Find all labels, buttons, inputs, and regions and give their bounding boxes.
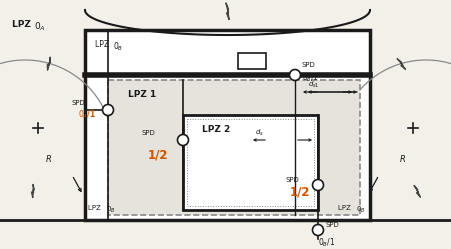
Circle shape (290, 69, 300, 80)
Text: 1/2: 1/2 (148, 148, 169, 161)
Circle shape (102, 105, 114, 116)
Text: $d_s$: $d_s$ (255, 128, 264, 138)
Text: LPZ 1: LPZ 1 (128, 90, 156, 99)
Text: $0_A$/1: $0_A$/1 (78, 108, 97, 121)
Circle shape (313, 225, 323, 236)
Text: LPZ: LPZ (338, 205, 355, 211)
Text: $0_B$: $0_B$ (106, 205, 115, 215)
Bar (85, 30, 370, 220)
Text: $0_B$: $0_B$ (113, 40, 123, 53)
Text: $d_{s1}$: $d_{s1}$ (308, 80, 320, 90)
Text: $R$: $R$ (399, 152, 406, 164)
Text: LPZ: LPZ (88, 205, 106, 211)
Text: LPZ: LPZ (12, 20, 37, 29)
Circle shape (178, 134, 189, 145)
Bar (187, 119, 314, 206)
Text: SPD: SPD (285, 177, 299, 183)
Text: SPD: SPD (142, 130, 156, 136)
Text: LPZ 2: LPZ 2 (202, 125, 230, 134)
Text: SPD: SPD (325, 222, 339, 228)
Circle shape (313, 180, 323, 190)
Text: 1/2: 1/2 (290, 185, 310, 198)
Text: $R$: $R$ (45, 152, 52, 164)
Text: $0_B$/1: $0_B$/1 (318, 236, 336, 249)
Text: $0_A$: $0_A$ (34, 20, 46, 33)
Bar (108, 80, 360, 215)
Text: SPD: SPD (302, 62, 316, 68)
Bar (238, 53, 266, 69)
Text: $0_B$/1: $0_B$/1 (302, 74, 318, 84)
Bar (183, 115, 318, 210)
Text: SPD: SPD (72, 100, 86, 106)
Text: $0_B$: $0_B$ (356, 205, 366, 215)
Text: LPZ: LPZ (95, 40, 114, 49)
